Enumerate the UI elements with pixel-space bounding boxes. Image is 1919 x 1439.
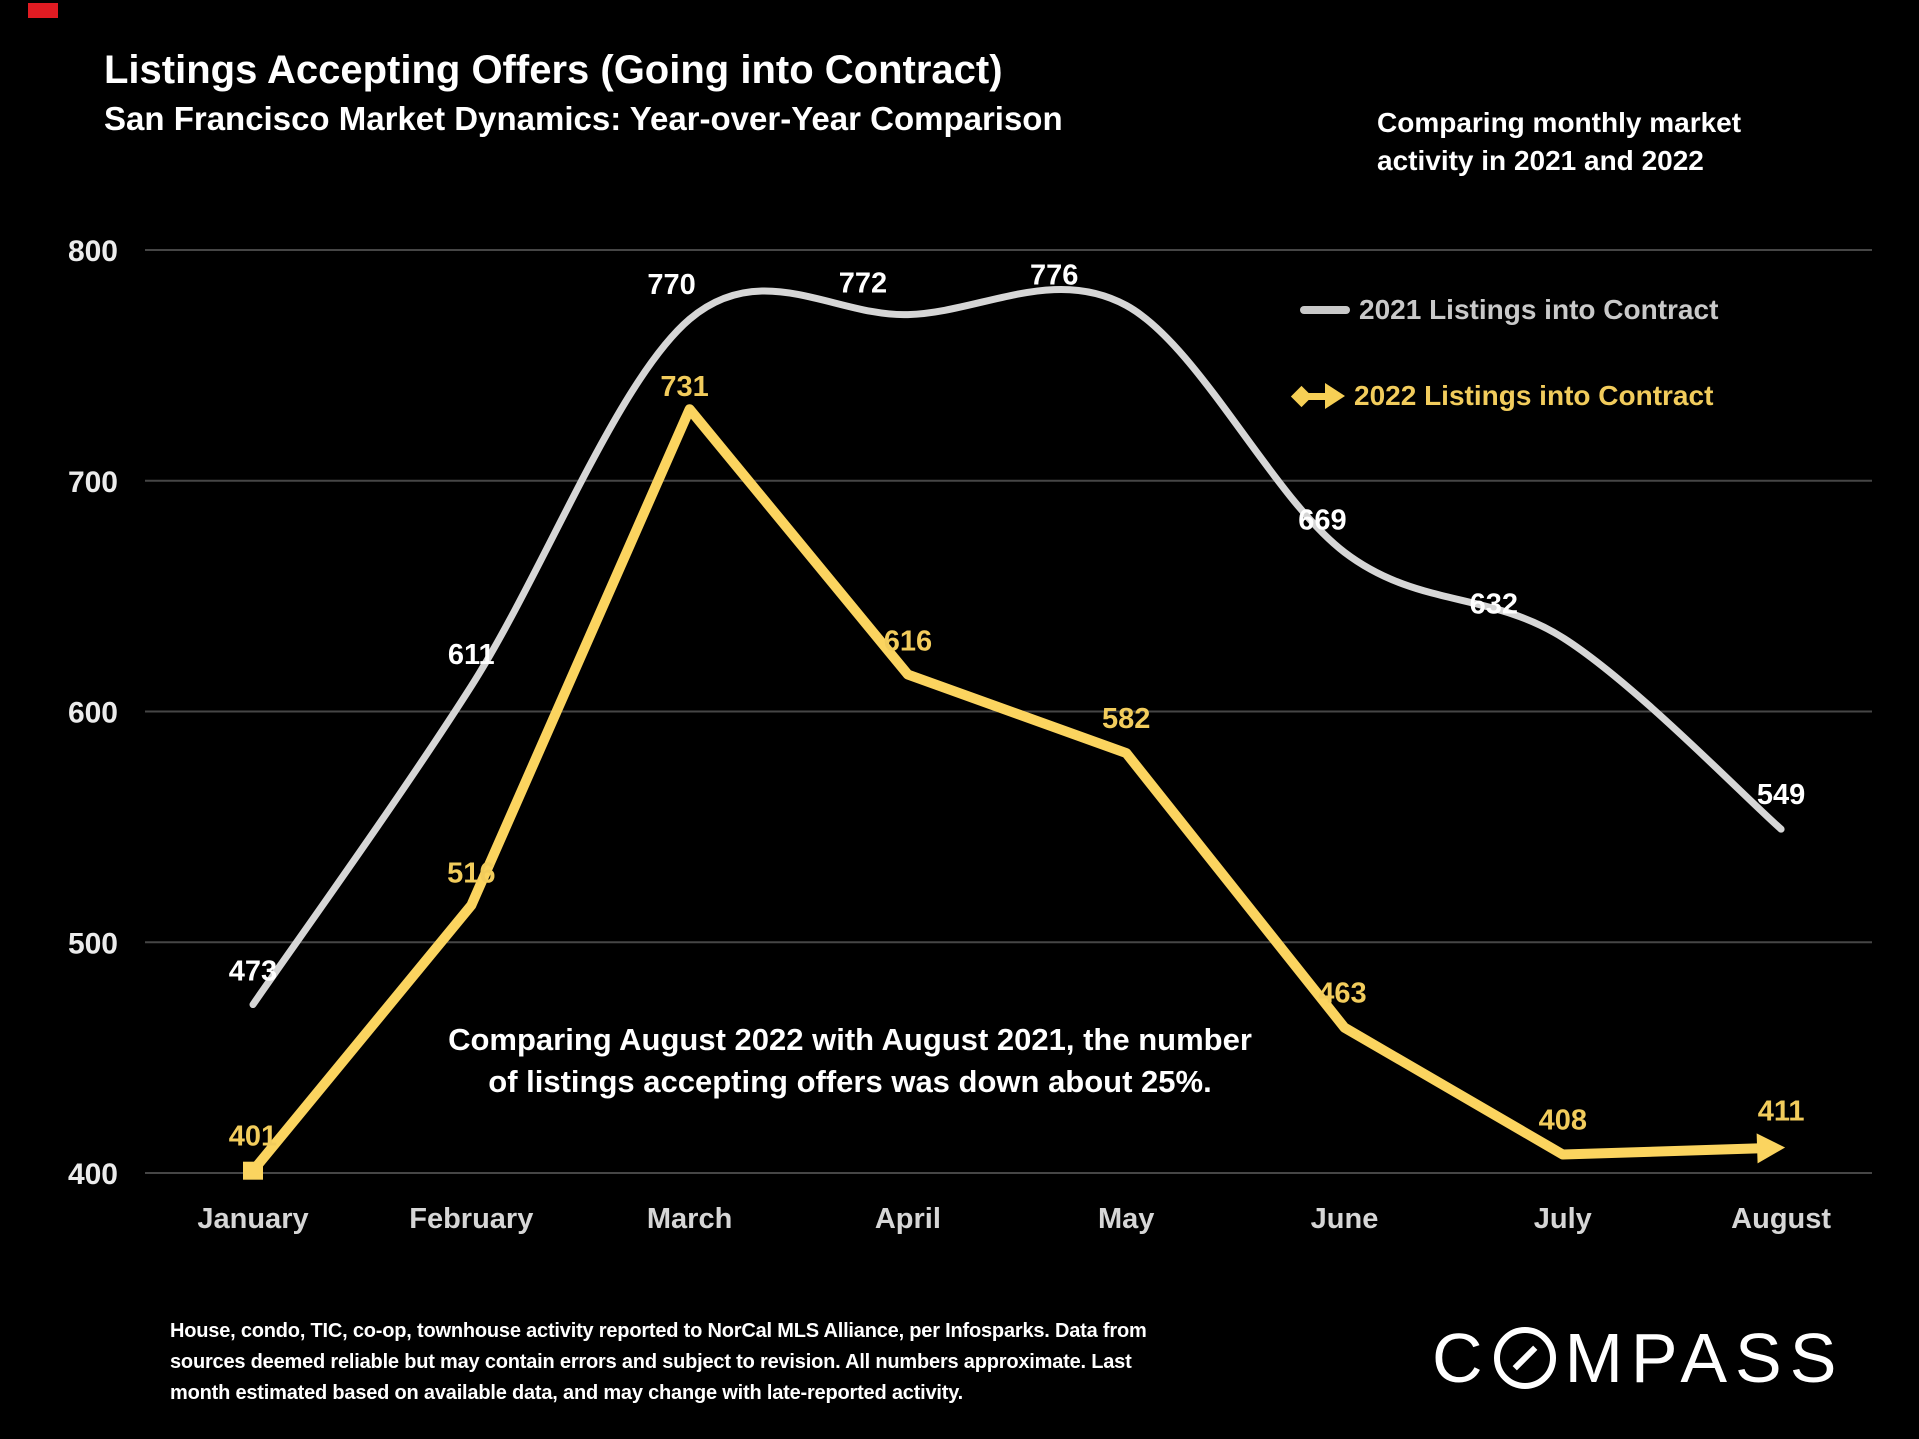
data-label: 770 [647, 269, 695, 301]
series-arrow-marker [1756, 1133, 1786, 1164]
line-swatch-icon [1300, 306, 1350, 314]
data-label: 473 [229, 956, 277, 988]
annotation-line: of listings accepting offers was down ab… [488, 1064, 1212, 1099]
legend-item-2021: 2021 Listings into Contract [1300, 294, 1718, 326]
data-label: 772 [839, 268, 887, 300]
y-tick-label: 800 [68, 235, 118, 268]
x-axis-label: March [647, 1203, 732, 1235]
y-tick-label: 500 [68, 927, 118, 960]
bar-icon [1307, 392, 1327, 400]
x-axis-label: April [875, 1203, 941, 1235]
legend-label: 2022 Listings into Contract [1354, 380, 1714, 411]
annotation-line: Comparing August 2022 with August 2021, … [448, 1022, 1252, 1057]
chart-annotation: Comparing August 2022 with August 2021, … [400, 1019, 1300, 1103]
arrowhead-icon [1325, 383, 1345, 409]
data-label: 463 [1318, 978, 1366, 1010]
series-line [249, 286, 1785, 1009]
logo-letter: C [1432, 1319, 1491, 1397]
corner-mark [28, 3, 58, 18]
disclaimer-text: House, condo, TIC, co-op, townhouse acti… [170, 1316, 1147, 1409]
data-label: 408 [1539, 1105, 1587, 1137]
data-label: 549 [1757, 779, 1805, 811]
x-axis-label: July [1534, 1203, 1592, 1235]
disclaimer-line: House, condo, TIC, co-op, townhouse acti… [170, 1320, 1147, 1342]
compass-logo: C MPASS [1432, 1318, 1844, 1398]
data-label: 731 [660, 371, 708, 403]
data-label: 582 [1102, 703, 1150, 735]
x-axis-label: January [197, 1203, 308, 1235]
data-label: 776 [1030, 259, 1078, 291]
header-note: Comparing monthly market activity in 202… [1377, 104, 1741, 180]
legend-label: 2021 Listings into Contract [1359, 294, 1719, 325]
page-title: Listings Accepting Offers (Going into Co… [104, 48, 1003, 92]
data-label: 411 [1758, 1096, 1805, 1128]
page-subtitle: San Francisco Market Dynamics: Year-over… [104, 100, 1063, 137]
data-label: 401 [229, 1121, 277, 1153]
data-label: 616 [884, 626, 932, 658]
disclaimer-line: month estimated based on available data,… [170, 1382, 964, 1404]
series-start-marker [243, 1161, 263, 1180]
x-axis-label: June [1311, 1203, 1379, 1235]
data-label: 632 [1470, 589, 1518, 621]
y-tick-label: 700 [68, 466, 118, 499]
y-tick-label: 400 [68, 1158, 118, 1191]
y-tick-label: 600 [68, 697, 118, 730]
diamond-arrow-icon [1290, 383, 1345, 409]
data-label: 516 [447, 857, 495, 889]
compass-o-icon [1493, 1327, 1556, 1389]
disclaimer-line: sources deemed reliable but may contain … [170, 1351, 1132, 1373]
legend-item-2022: 2022 Listings into Contract [1290, 380, 1714, 412]
diamond-icon [1290, 385, 1313, 407]
x-axis-label: February [409, 1203, 533, 1235]
logo-letters: MPASS [1564, 1319, 1845, 1397]
data-label: 669 [1298, 504, 1346, 536]
x-axis-label: August [1731, 1203, 1831, 1235]
header-note-line: activity in 2021 and 2022 [1377, 145, 1704, 176]
x-axis-label: May [1098, 1203, 1154, 1235]
series-line [248, 404, 1767, 1176]
data-label: 611 [448, 639, 495, 671]
header-note-line: Comparing monthly market [1377, 107, 1742, 138]
